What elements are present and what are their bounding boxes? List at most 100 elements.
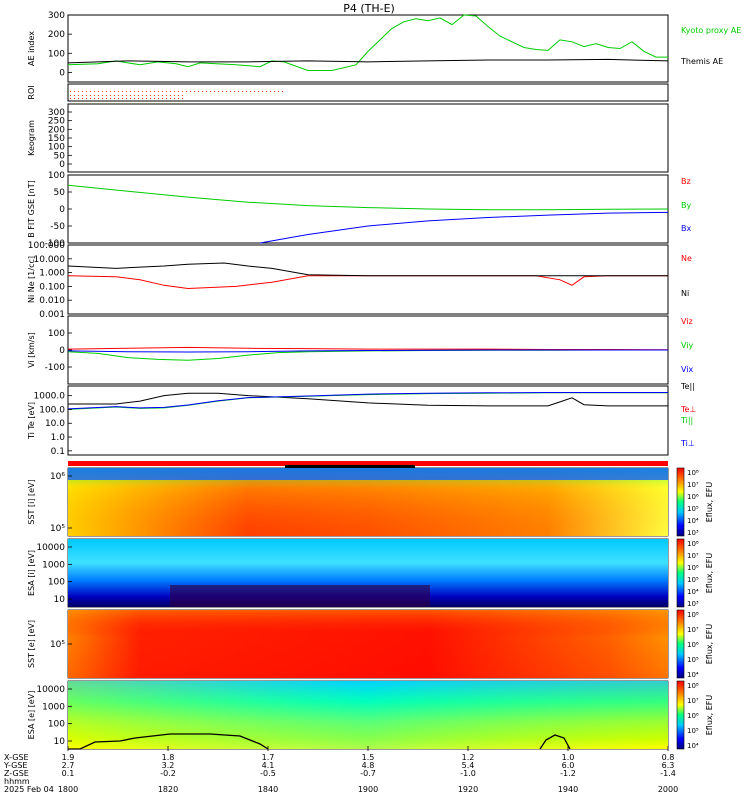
temperature-ytick: 1.0: [51, 433, 66, 443]
legend-ae: Themis AE: [680, 57, 723, 66]
sst_e-colorbar-label: Eflux, EFU: [705, 624, 714, 665]
keogram-ytick: 100: [48, 143, 65, 153]
x-tick-label: 1900: [358, 785, 378, 794]
colorbar-esa-electron: [676, 680, 685, 750]
sst_e-colorbar-tick: 10⁸: [687, 611, 699, 619]
density-frame: [67, 244, 669, 315]
y-gse-value: 5.4: [462, 761, 475, 770]
temperature-series-line: [68, 392, 668, 407]
velocity-series-line: [67, 346, 669, 351]
b-ytick: 0: [59, 205, 65, 215]
esa_i-ytick: 10: [54, 595, 66, 605]
x-axis-row-label: hhmm: [4, 777, 30, 786]
sst_e-colorbar-tick: 10⁵: [687, 656, 699, 664]
x-axis-row-label: Y-GSE: [3, 761, 27, 770]
sst_e-colorbar-tick: 10⁷: [687, 626, 699, 634]
b-ytick: 100: [48, 171, 65, 181]
sst_i-colorbar-tick: 10⁸: [687, 469, 699, 477]
x-tick-label: 1800: [58, 785, 78, 794]
x-gse-value: 1.9: [62, 753, 75, 762]
x-axis-labels: 1.92.70.1 1800 1.83.2-0.2 1820 1.74.1-0.5 184…: [3, 746, 678, 794]
density-ytick: 0.001: [39, 310, 65, 320]
y-gse-value: 6.0: [562, 761, 575, 770]
z-gse-value: -0.5: [260, 769, 276, 778]
sst_i-ytick: 10⁶: [50, 472, 65, 482]
legend-temperature: Ti||: [680, 416, 693, 425]
y-gse-value: 4.8: [362, 761, 375, 770]
sst_i-colorbar-tick: 10⁶: [687, 493, 699, 501]
ae-frame: [67, 14, 669, 83]
density-ytick: 10.000: [34, 255, 66, 265]
z-gse-value: -0.2: [160, 769, 176, 778]
sst_i-ylabel: SST [i] [eV]: [27, 479, 36, 524]
velocity-ytick: 100: [48, 329, 65, 339]
roi-ylabel: ROI: [27, 85, 36, 99]
z-gse-value: -1.2: [560, 769, 576, 778]
velocity-ytick: 0: [59, 346, 65, 356]
x-gse-value: 1.2: [462, 753, 475, 762]
mode-bar: [68, 461, 668, 468]
esa_e-colorbar-tick: 10⁷: [687, 697, 699, 705]
velocity-series-line: [67, 349, 668, 353]
ae-ytick: 0: [59, 68, 65, 78]
legend-ae: Kyoto proxy AE: [681, 26, 741, 35]
x-tick-label: 1920: [458, 785, 478, 794]
esa_i-ylabel: ESA [i] [eV]: [27, 550, 36, 596]
density-ylabel: Ni Ne [1/cc]: [27, 256, 36, 303]
esa_e-colorbar-tick: 10⁵: [687, 727, 699, 735]
series-legends: Kyoto proxy AE Themis AE Bz By Bx Ne Ni Viz Viy V…: [680, 26, 741, 750]
b-ylabel: B FIT GSE [nT]: [27, 180, 36, 238]
density-series-line: [67, 262, 668, 277]
roi-panel: [70, 91, 285, 99]
ae-ytick: 200: [48, 30, 65, 40]
legend-velocity: Viy: [681, 341, 694, 350]
sst_i-colorbar-tick: 10³: [687, 529, 699, 537]
legend-b: Bx: [681, 224, 691, 233]
sst-ion-top-band: [68, 468, 668, 480]
temperature-ytick: 1000.0: [34, 392, 66, 402]
ae-ytick: 300: [48, 11, 65, 21]
sst_e-colorbar-tick: 10⁴: [687, 671, 699, 679]
sst_i-colorbar-tick: 10⁴: [687, 517, 699, 525]
keogram-ytick: 150: [48, 134, 65, 144]
esa-ion-dark-region: [170, 585, 430, 607]
z-gse-value: -0.7: [360, 769, 376, 778]
sst_e-ytick: 10⁵: [50, 640, 65, 650]
ae-ylabel: AE index: [27, 31, 36, 66]
colorbar-sst-electron: [676, 609, 685, 679]
ae-series-line: [67, 14, 668, 71]
b-ytick: -50: [50, 222, 65, 232]
x-tick-label: 1840: [258, 785, 278, 794]
z-gse-value: -1.0: [460, 769, 476, 778]
keogram-ytick: 0: [59, 160, 65, 170]
y-gse-value: 6.3: [662, 761, 675, 770]
y-gse-value: 2.7: [62, 761, 75, 770]
temperature-ytick: 10.0: [45, 419, 65, 429]
x-tick-label: 1940: [558, 785, 578, 794]
temperature-series-line: [67, 392, 668, 410]
density-ytick: 100.000: [28, 241, 65, 251]
x-gse-value: 1.7: [262, 753, 275, 762]
sst_i-colorbar-tick: 10⁷: [687, 481, 699, 489]
b-ytick: 50: [54, 188, 66, 198]
y-gse-value: 4.1: [262, 761, 275, 770]
keogram-ytick: 300: [48, 108, 65, 118]
temperature-ylabel: Ti Te [eV]: [27, 402, 36, 440]
sst_i-colorbar-tick: 10⁵: [687, 505, 699, 513]
keogram-frame: [67, 103, 669, 173]
sst_i-colorbar-label: Eflux, EFU: [705, 482, 714, 523]
esa_e-colorbar-tick: 10⁶: [687, 712, 699, 720]
b-ytick: -100: [45, 239, 66, 249]
sst_e-ylabel: SST [e] [eV]: [27, 620, 36, 668]
esa_e-colorbar-tick: 10⁴: [687, 742, 699, 750]
esa-electron-contour-2: [539, 734, 571, 750]
density-ytick: 0.100: [39, 282, 65, 292]
legend-b: By: [681, 201, 691, 210]
legend-b: Bz: [681, 177, 691, 186]
keogram-ylabel: Keogram: [27, 120, 36, 156]
temperature-ytick: 100.0: [39, 405, 65, 415]
legend-temperature: Ti⊥: [680, 439, 695, 448]
sst_e-colorbar-tick: 10⁶: [687, 641, 699, 649]
